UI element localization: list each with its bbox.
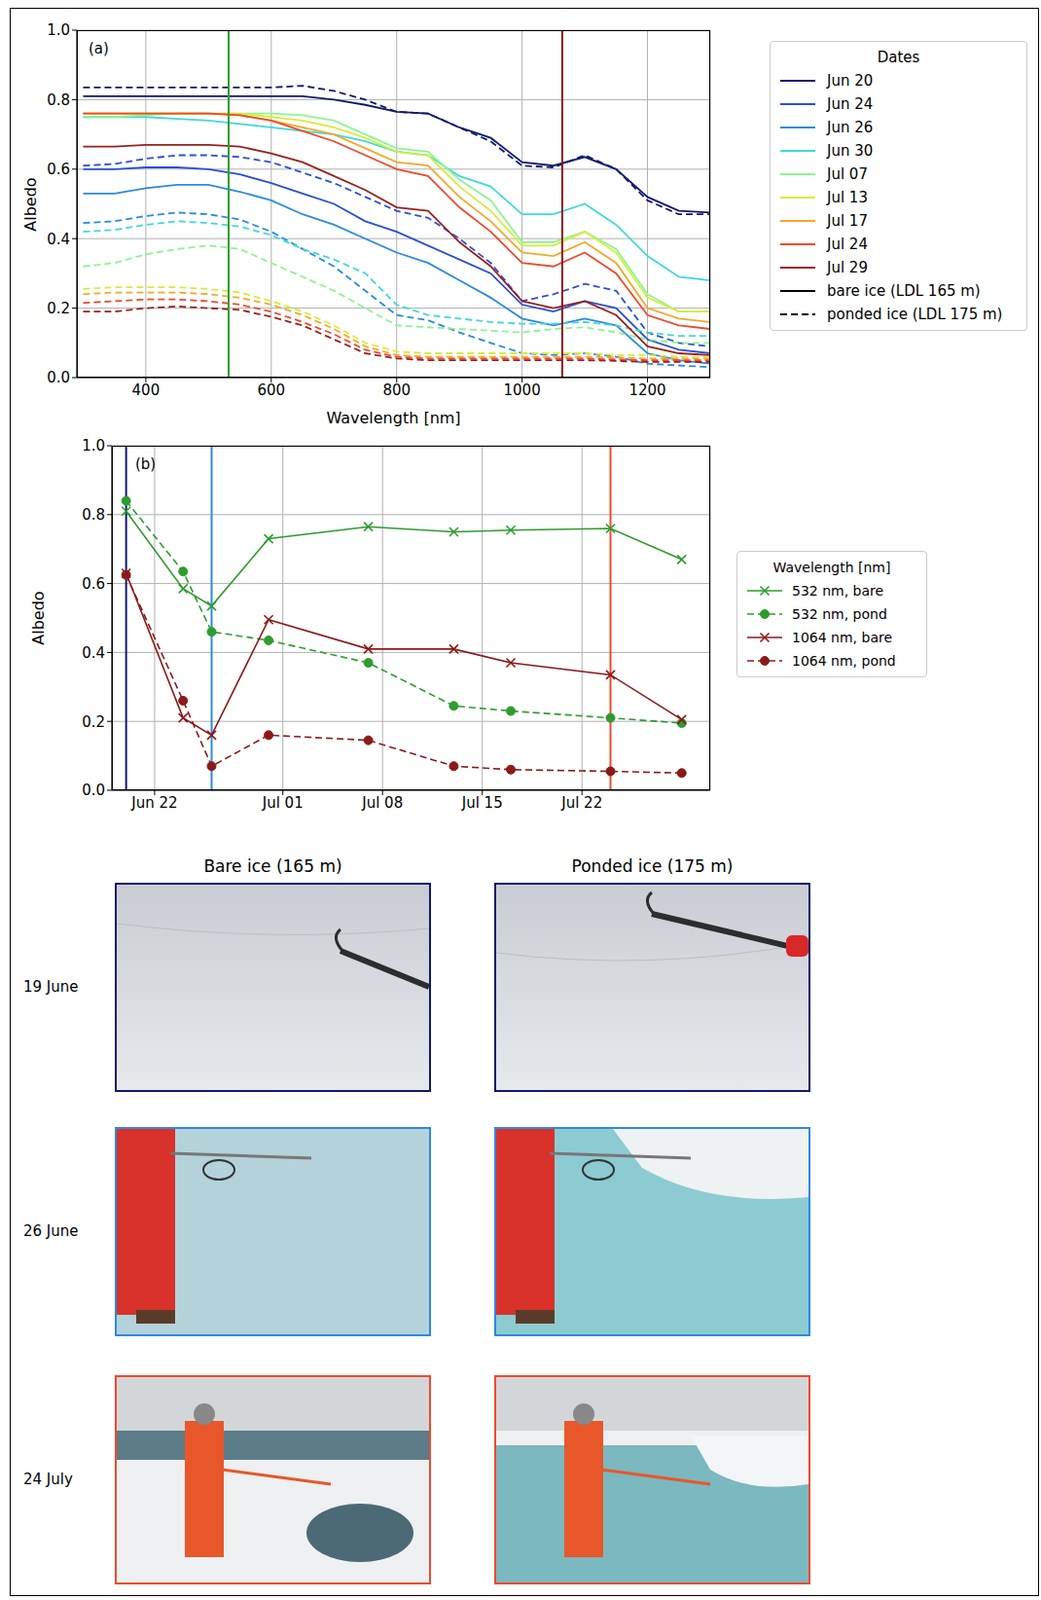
html-text:Jun 26: Jun 26 xyxy=(826,118,873,137)
svg-text:1200: 1200 xyxy=(628,381,666,399)
html-text:Albedo: Albedo xyxy=(21,176,40,231)
html-text:1064 nm, pond: 1064 nm, pond xyxy=(791,652,896,669)
html-text:24 July: 24 July xyxy=(23,1469,73,1488)
html-text:Jul 13: Jul 13 xyxy=(826,188,868,207)
html-text:Wavelength [nm]: Wavelength [nm] xyxy=(326,408,461,428)
svg-text:Jun 22: Jun 22 xyxy=(130,793,178,812)
html-text:Jul 07: Jul 07 xyxy=(826,165,868,183)
html-text:26 June: 26 June xyxy=(23,1221,79,1239)
html-text:Jun 20: Jun 20 xyxy=(826,71,873,90)
svg-text:0.0: 0.0 xyxy=(81,781,106,799)
svg-text:800: 800 xyxy=(382,381,411,399)
svg-text:1000: 1000 xyxy=(503,381,541,399)
html-text:Ponded ice (175 m): Ponded ice (175 m) xyxy=(571,856,733,876)
html-text:Jun 30: Jun 30 xyxy=(826,142,873,160)
svg-text:0.6: 0.6 xyxy=(46,160,71,179)
svg-text:600: 600 xyxy=(256,381,286,399)
html-text:(b): (b) xyxy=(135,455,156,473)
svg-text:0.8: 0.8 xyxy=(46,91,71,109)
svg-text:Jul 08: Jul 08 xyxy=(360,793,403,812)
html-text:Wavelength [nm]: Wavelength [nm] xyxy=(772,559,891,575)
html-text:Bare ice (165 m): Bare ice (165 m) xyxy=(203,856,343,876)
svg-text:1.0: 1.0 xyxy=(81,436,106,455)
svg-text:1.0: 1.0 xyxy=(46,21,71,39)
html-text:532 nm, pond: 532 nm, pond xyxy=(791,606,888,622)
html-text:1064 nm, bare: 1064 nm, bare xyxy=(791,629,893,646)
html-text:532 nm, bare: 532 nm, bare xyxy=(791,582,884,599)
html-text:Albedo: Albedo xyxy=(29,590,48,645)
html-text:Dates: Dates xyxy=(877,48,920,67)
html-text:Jul 17: Jul 17 xyxy=(826,212,868,230)
html-text:ponded ice (LDL 175 m): ponded ice (LDL 175 m) xyxy=(826,305,1003,324)
html-text:Jul 24: Jul 24 xyxy=(826,235,868,253)
svg-text:0.2: 0.2 xyxy=(46,299,71,318)
html-text:Jul 29: Jul 29 xyxy=(826,258,868,277)
html-text:Jun 24: Jun 24 xyxy=(826,95,873,113)
svg-text:Jul 15: Jul 15 xyxy=(461,793,503,812)
svg-text:0.0: 0.0 xyxy=(46,368,71,387)
svg-text:400: 400 xyxy=(132,381,161,399)
svg-text:0.8: 0.8 xyxy=(81,505,106,524)
html-text:(a): (a) xyxy=(88,39,109,58)
svg-text:0.4: 0.4 xyxy=(46,230,71,249)
svg-text:Jul 22: Jul 22 xyxy=(560,793,603,812)
svg-text:0.4: 0.4 xyxy=(81,644,106,662)
html-text:bare ice (LDL 165 m): bare ice (LDL 165 m) xyxy=(826,282,981,300)
svg-text:Jul 01: Jul 01 xyxy=(261,793,304,812)
svg-text:0.6: 0.6 xyxy=(81,574,106,593)
svg-text:0.2: 0.2 xyxy=(81,713,106,731)
html-text:19 June: 19 June xyxy=(23,977,79,995)
